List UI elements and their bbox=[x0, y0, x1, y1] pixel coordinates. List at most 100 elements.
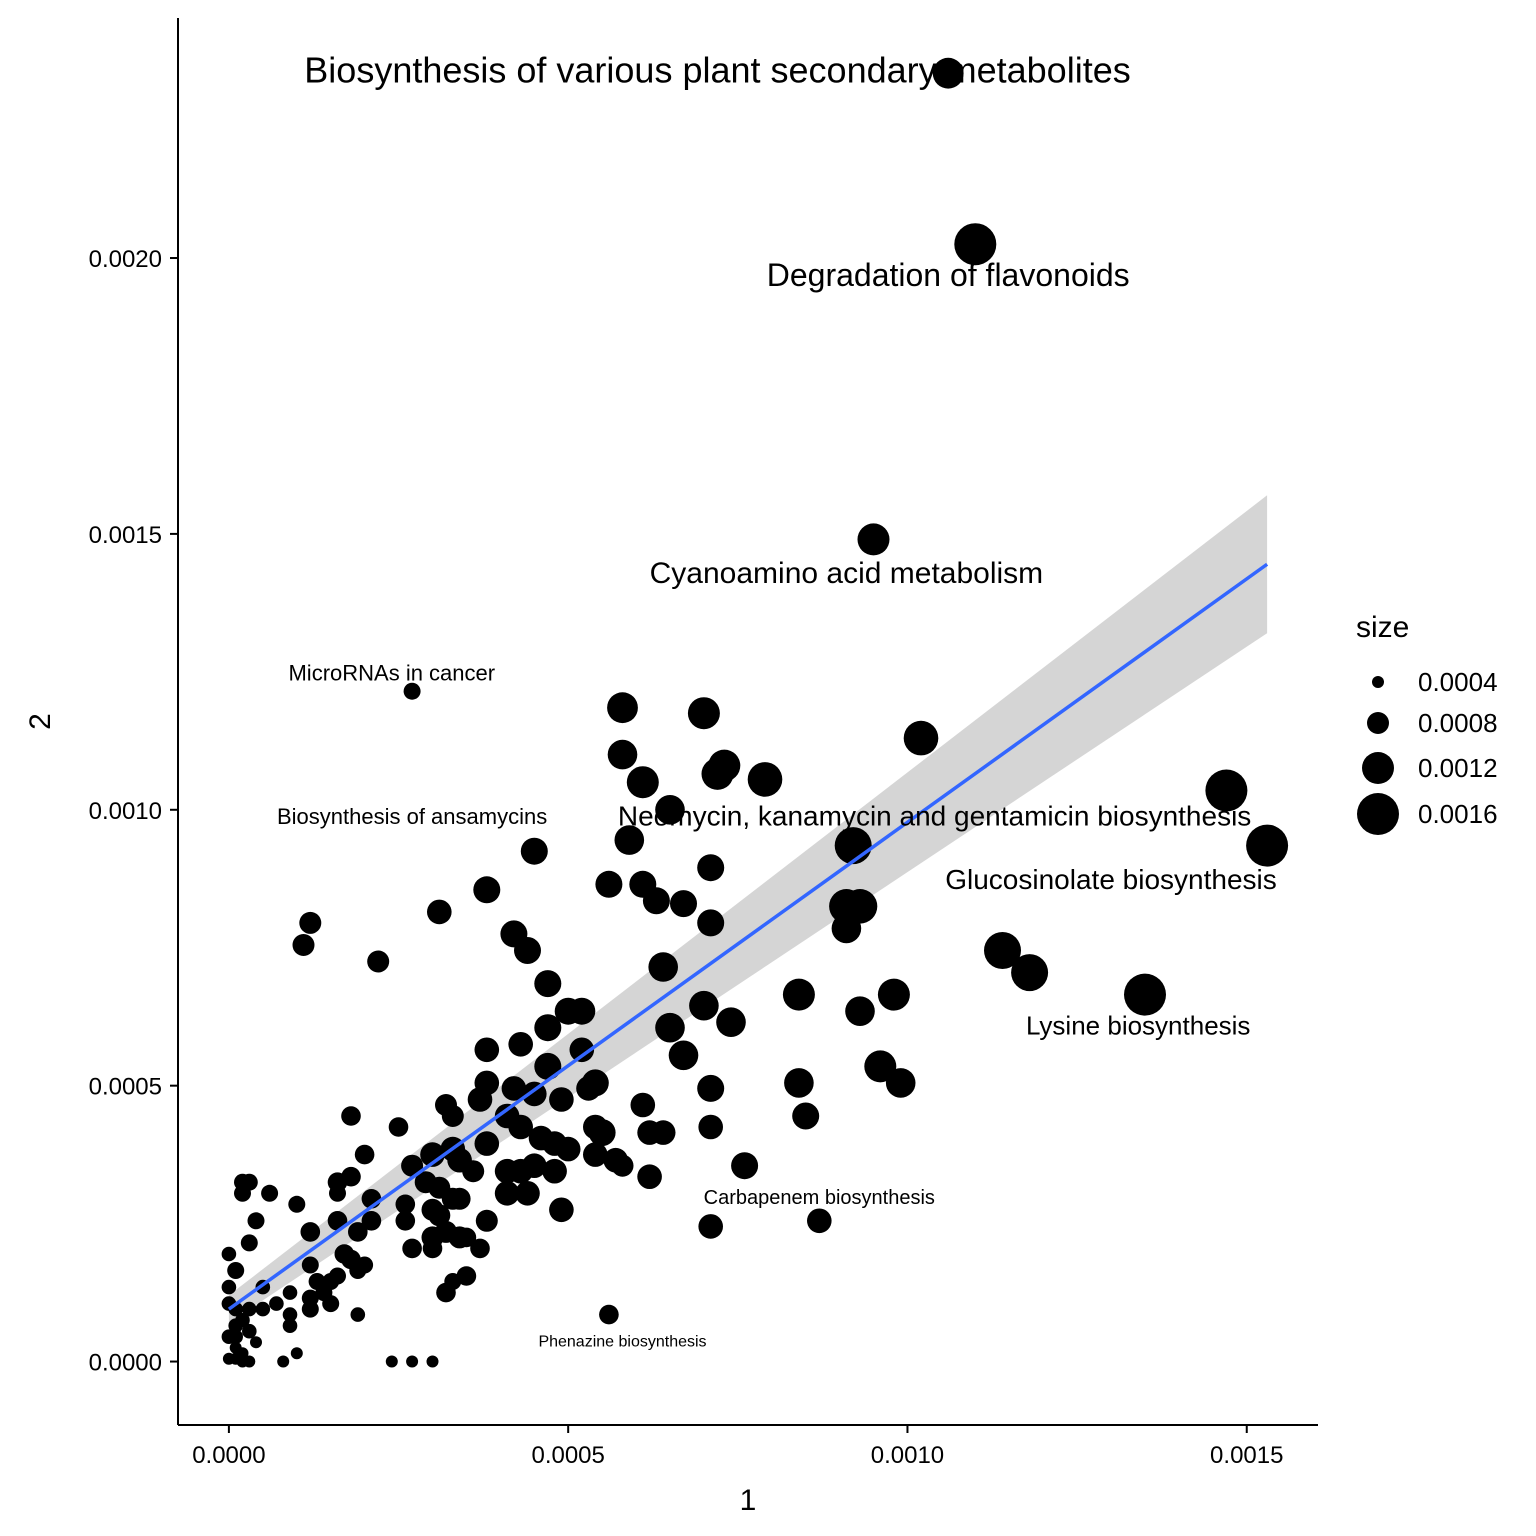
data-point bbox=[367, 950, 390, 973]
y-tick-label: 0.0010 bbox=[89, 798, 162, 825]
data-point bbox=[221, 1246, 237, 1262]
data-point bbox=[581, 1069, 609, 1097]
x-axis-title: 1 bbox=[740, 1484, 757, 1517]
data-point bbox=[290, 1347, 303, 1360]
data-point bbox=[243, 1355, 256, 1368]
confidence-ribbon-layer bbox=[228, 495, 1268, 1323]
data-point bbox=[221, 1329, 237, 1344]
data-point bbox=[595, 870, 623, 898]
data-point bbox=[234, 1184, 251, 1202]
data-point bbox=[701, 757, 734, 790]
data-point bbox=[403, 682, 421, 700]
data-point bbox=[857, 523, 890, 556]
data-point bbox=[329, 1184, 346, 1202]
data-point bbox=[301, 1256, 319, 1274]
data-point bbox=[349, 1262, 367, 1279]
legend-key bbox=[1362, 752, 1394, 784]
y-tick-label: 0.0005 bbox=[89, 1074, 162, 1101]
data-point bbox=[583, 1142, 608, 1167]
point-label: Carbapenem biosynthesis bbox=[704, 1187, 935, 1209]
data-point bbox=[599, 1304, 619, 1325]
data-point bbox=[716, 1007, 746, 1037]
data-point bbox=[687, 697, 720, 730]
data-point bbox=[240, 1234, 258, 1252]
data-point bbox=[388, 1117, 409, 1137]
x-tick-label: 0.0010 bbox=[871, 1442, 944, 1469]
point-label: Glucosinolate biosynthesis bbox=[945, 864, 1277, 895]
data-point bbox=[436, 1282, 456, 1303]
data-point bbox=[984, 932, 1021, 969]
data-point bbox=[301, 1300, 319, 1318]
data-point bbox=[845, 996, 875, 1026]
point-label: Cyanoamino acid metabolism bbox=[650, 557, 1044, 590]
data-point bbox=[501, 1076, 527, 1101]
data-point bbox=[473, 876, 501, 904]
data-point bbox=[650, 1120, 676, 1145]
data-point bbox=[864, 1050, 897, 1083]
data-point bbox=[831, 913, 862, 944]
point-labels-layer: Biosynthesis of various plant secondary … bbox=[277, 50, 1277, 1351]
data-point bbox=[228, 1318, 243, 1333]
data-point bbox=[426, 1355, 439, 1368]
x-tick-label: 0.0000 bbox=[192, 1442, 265, 1469]
data-point bbox=[422, 1238, 443, 1259]
data-point bbox=[697, 854, 725, 882]
data-point bbox=[282, 1318, 298, 1333]
data-point bbox=[697, 1074, 725, 1102]
data-point bbox=[395, 1211, 416, 1231]
data-point bbox=[648, 952, 678, 982]
data-point bbox=[288, 1195, 306, 1213]
data-point bbox=[401, 1154, 424, 1177]
data-point bbox=[462, 1160, 485, 1183]
data-point bbox=[614, 825, 645, 855]
data-point bbox=[269, 1296, 284, 1311]
data-point bbox=[1124, 973, 1166, 1016]
data-point bbox=[1205, 769, 1248, 812]
data-point bbox=[689, 990, 719, 1021]
legend-key bbox=[1357, 793, 1399, 835]
data-point bbox=[300, 1222, 321, 1242]
data-point bbox=[932, 57, 964, 89]
data-point bbox=[277, 1355, 290, 1368]
point-label: Biosynthesis of ansamycins bbox=[277, 804, 547, 829]
data-point bbox=[299, 911, 322, 934]
data-point bbox=[655, 1012, 685, 1043]
data-point bbox=[475, 1209, 498, 1232]
data-points-layer bbox=[221, 57, 1289, 1368]
axes-layer: 0.0000 0.0005 0.0010 0.0015 0.0000 0.0005 0.00… bbox=[89, 18, 1318, 1469]
data-point bbox=[534, 1052, 562, 1080]
data-point bbox=[427, 899, 452, 925]
data-point bbox=[456, 1227, 477, 1248]
data-point bbox=[474, 1037, 500, 1063]
data-point bbox=[350, 1307, 366, 1322]
point-label: Biosynthesis of various plant secondary … bbox=[304, 50, 1130, 91]
data-point bbox=[877, 978, 910, 1011]
data-point bbox=[698, 1114, 723, 1140]
data-point bbox=[448, 1187, 471, 1210]
legend-key bbox=[1367, 712, 1389, 734]
data-point bbox=[611, 1154, 634, 1177]
y-axis-title: 2 bbox=[24, 713, 57, 730]
data-point bbox=[441, 1105, 464, 1127]
x-tick-label: 0.0015 bbox=[1210, 1442, 1283, 1469]
data-point bbox=[588, 1119, 616, 1147]
data-point bbox=[322, 1295, 340, 1313]
data-point bbox=[402, 1238, 422, 1259]
data-point bbox=[508, 1032, 533, 1057]
y-tick-label: 0.0020 bbox=[89, 246, 162, 273]
data-point bbox=[731, 1152, 759, 1180]
data-point bbox=[834, 827, 872, 865]
data-point bbox=[954, 223, 997, 266]
data-point bbox=[242, 1301, 257, 1317]
data-point bbox=[221, 1279, 237, 1295]
data-point bbox=[474, 1131, 500, 1156]
trend-line-layer bbox=[227, 562, 1269, 1311]
data-point bbox=[568, 997, 596, 1025]
data-point bbox=[626, 766, 659, 799]
data-point bbox=[250, 1336, 262, 1349]
data-point bbox=[227, 1262, 245, 1279]
data-point bbox=[348, 1222, 368, 1242]
data-point bbox=[520, 837, 548, 865]
data-point bbox=[247, 1212, 265, 1230]
